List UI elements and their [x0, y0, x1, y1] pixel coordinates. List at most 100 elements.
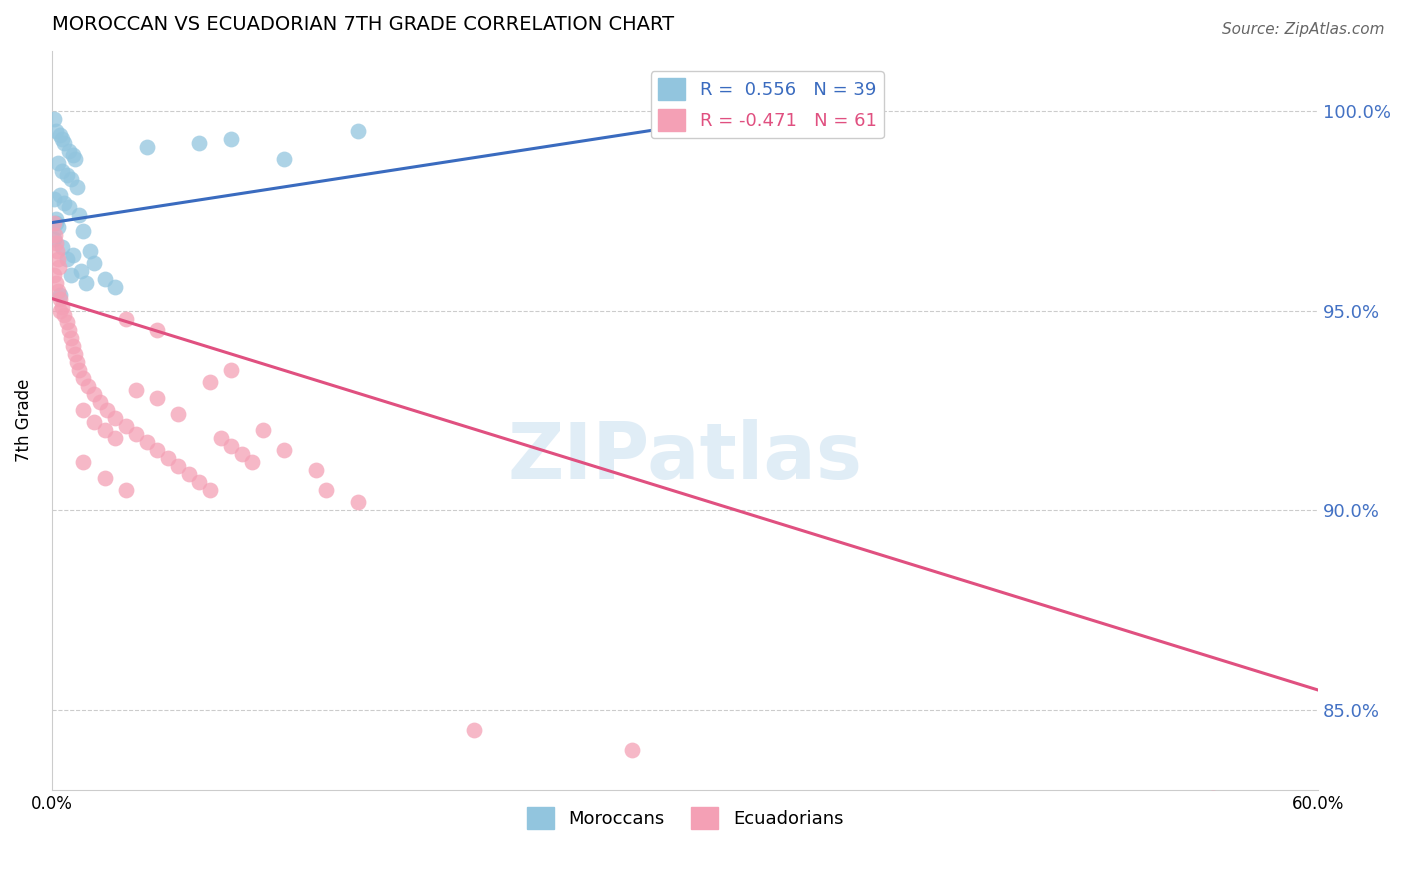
- Point: [114, 483, 136, 498]
- Point: [156, 451, 179, 466]
- Point: [93, 423, 115, 437]
- Point: [46, 244, 69, 258]
- Point: [146, 323, 169, 337]
- Point: [67, 363, 90, 377]
- Point: [49, 303, 72, 318]
- Point: [135, 435, 157, 450]
- Point: [49, 292, 72, 306]
- Legend: Moroccans, Ecuadorians: Moroccans, Ecuadorians: [519, 800, 851, 837]
- Point: [198, 483, 221, 498]
- Point: [62, 147, 84, 161]
- Point: [104, 431, 127, 445]
- Point: [304, 463, 326, 477]
- Point: [1201, 791, 1223, 805]
- Point: [198, 376, 221, 390]
- Point: [59, 268, 82, 282]
- Point: [167, 408, 190, 422]
- Point: [45, 276, 67, 290]
- Point: [76, 379, 98, 393]
- Point: [219, 363, 242, 377]
- Point: [62, 247, 84, 261]
- Point: [55, 168, 77, 182]
- Point: [89, 395, 111, 409]
- Point: [346, 124, 368, 138]
- Point: [53, 195, 76, 210]
- Point: [146, 392, 169, 406]
- Point: [252, 423, 274, 437]
- Point: [188, 136, 211, 150]
- Point: [114, 311, 136, 326]
- Point: [83, 255, 105, 269]
- Point: [46, 284, 69, 298]
- Point: [58, 323, 80, 337]
- Point: [42, 112, 65, 126]
- Point: [42, 192, 65, 206]
- Point: [45, 216, 67, 230]
- Point: [135, 139, 157, 153]
- Point: [273, 443, 295, 458]
- Point: [66, 355, 89, 369]
- Point: [104, 279, 127, 293]
- Point: [58, 144, 80, 158]
- Point: [146, 443, 169, 458]
- Point: [79, 244, 101, 258]
- Point: [75, 276, 97, 290]
- Point: [177, 467, 200, 482]
- Point: [463, 723, 485, 737]
- Point: [240, 455, 263, 469]
- Point: [51, 239, 73, 253]
- Point: [114, 419, 136, 434]
- Text: MOROCCAN VS ECUADORIAN 7TH GRADE CORRELATION CHART: MOROCCAN VS ECUADORIAN 7TH GRADE CORRELA…: [52, 15, 673, 34]
- Point: [63, 152, 86, 166]
- Point: [51, 300, 73, 314]
- Point: [209, 431, 232, 445]
- Text: Source: ZipAtlas.com: Source: ZipAtlas.com: [1222, 22, 1385, 37]
- Point: [219, 439, 242, 453]
- Point: [104, 411, 127, 425]
- Point: [59, 331, 82, 345]
- Point: [45, 124, 67, 138]
- Point: [49, 187, 72, 202]
- Point: [72, 224, 94, 238]
- Point: [53, 136, 76, 150]
- Point: [46, 219, 69, 234]
- Point: [83, 387, 105, 401]
- Point: [83, 416, 105, 430]
- Point: [93, 471, 115, 485]
- Point: [93, 271, 115, 285]
- Point: [72, 403, 94, 417]
- Point: [96, 403, 118, 417]
- Point: [315, 483, 337, 498]
- Point: [46, 252, 69, 266]
- Point: [70, 263, 93, 277]
- Point: [621, 743, 644, 757]
- Point: [49, 287, 72, 301]
- Point: [53, 308, 76, 322]
- Point: [125, 384, 148, 398]
- Point: [55, 316, 77, 330]
- Point: [63, 347, 86, 361]
- Point: [66, 179, 89, 194]
- Point: [48, 260, 70, 274]
- Point: [219, 132, 242, 146]
- Point: [45, 211, 67, 226]
- Point: [46, 155, 69, 169]
- Point: [51, 163, 73, 178]
- Point: [346, 495, 368, 509]
- Point: [49, 128, 72, 142]
- Point: [42, 268, 65, 282]
- Point: [51, 132, 73, 146]
- Point: [188, 475, 211, 490]
- Point: [72, 455, 94, 469]
- Point: [58, 200, 80, 214]
- Point: [42, 216, 65, 230]
- Point: [42, 231, 65, 245]
- Text: ZIPatlas: ZIPatlas: [508, 419, 862, 495]
- Point: [273, 152, 295, 166]
- Y-axis label: 7th Grade: 7th Grade: [15, 379, 32, 462]
- Point: [44, 227, 66, 242]
- Point: [72, 371, 94, 385]
- Point: [55, 252, 77, 266]
- Point: [62, 339, 84, 353]
- Point: [125, 427, 148, 442]
